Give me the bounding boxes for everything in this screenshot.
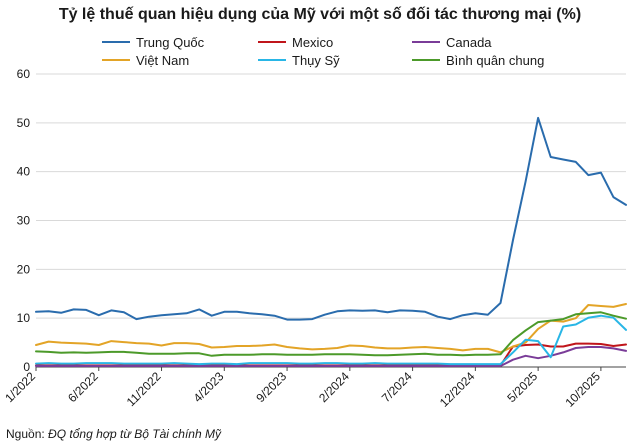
legend-label-canada: Canada (446, 34, 492, 50)
legend-swatch-viet-nam (102, 59, 130, 61)
chart-legend: Trung Quốc Mexico Canada Việt Nam Thụy S… (0, 34, 640, 68)
legend-swatch-trung-quoc (102, 41, 130, 43)
x-tick-label-7: 12/2024 (437, 369, 478, 410)
legend-item-binh-quan-chung: Bình quân chung (412, 52, 544, 68)
source-note: Nguồn: ĐQ tổng hợp từ Bộ Tài chính Mỹ (6, 427, 221, 441)
y-tick-label-10: 10 (17, 311, 31, 325)
legend-label-thuy-sy: Thụy Sỹ (292, 52, 340, 68)
legend-label-trung-quoc: Trung Quốc (136, 34, 205, 50)
legend-item-canada: Canada (412, 34, 492, 50)
legend-label-viet-nam: Việt Nam (136, 52, 190, 68)
legend-label-mexico: Mexico (292, 34, 334, 50)
x-tick-label-0: 1/2022 (2, 369, 38, 405)
legend-item-viet-nam: Việt Nam (102, 52, 189, 68)
x-tick-label-1: 6/2022 (65, 369, 101, 405)
legend-label-binh-quan-chung: Bình quân chung (446, 52, 545, 68)
legend-item-mexico: Mexico (258, 34, 333, 50)
series-line-canada (35, 346, 627, 367)
x-tick-label-9: 10/2025 (562, 369, 603, 410)
x-tick-label-8: 5/2025 (504, 369, 540, 405)
series-line-trung-quoc (35, 116, 627, 321)
y-tick-label-0: 0 (23, 360, 30, 374)
chart-title: Tỷ lệ thuế quan hiệu dụng của Mỹ với một… (58, 6, 582, 23)
legend-item-trung-quoc: Trung Quốc (102, 34, 204, 50)
y-tick-label-20: 20 (17, 262, 31, 276)
x-tick-label-6: 7/2024 (379, 369, 415, 405)
x-tick-label-5: 2/2024 (316, 369, 352, 405)
legend-swatch-binh-quan-chung (412, 59, 440, 61)
x-tick-label-4: 9/2023 (253, 369, 289, 405)
source-text: ĐQ tổng hợp từ Bộ Tài chính Mỹ (48, 427, 221, 441)
x-tick-label-3: 4/2023 (191, 369, 227, 405)
legend-swatch-thuy-sy (258, 59, 286, 61)
series-line-binh-quan-chung (35, 311, 627, 357)
y-tick-label-40: 40 (17, 165, 31, 179)
y-tick-label-30: 30 (17, 214, 31, 228)
y-tick-label-60: 60 (17, 67, 31, 81)
series-line-thuy-sy (35, 314, 627, 366)
legend-swatch-mexico (258, 41, 286, 43)
y-tick-label-50: 50 (17, 116, 31, 130)
source-prefix: Nguồn: (6, 427, 45, 441)
legend-swatch-canada (412, 41, 440, 43)
legend-item-thuy-sy: Thụy Sỹ (258, 52, 340, 68)
x-tick-label-2: 11/2022 (124, 369, 164, 409)
